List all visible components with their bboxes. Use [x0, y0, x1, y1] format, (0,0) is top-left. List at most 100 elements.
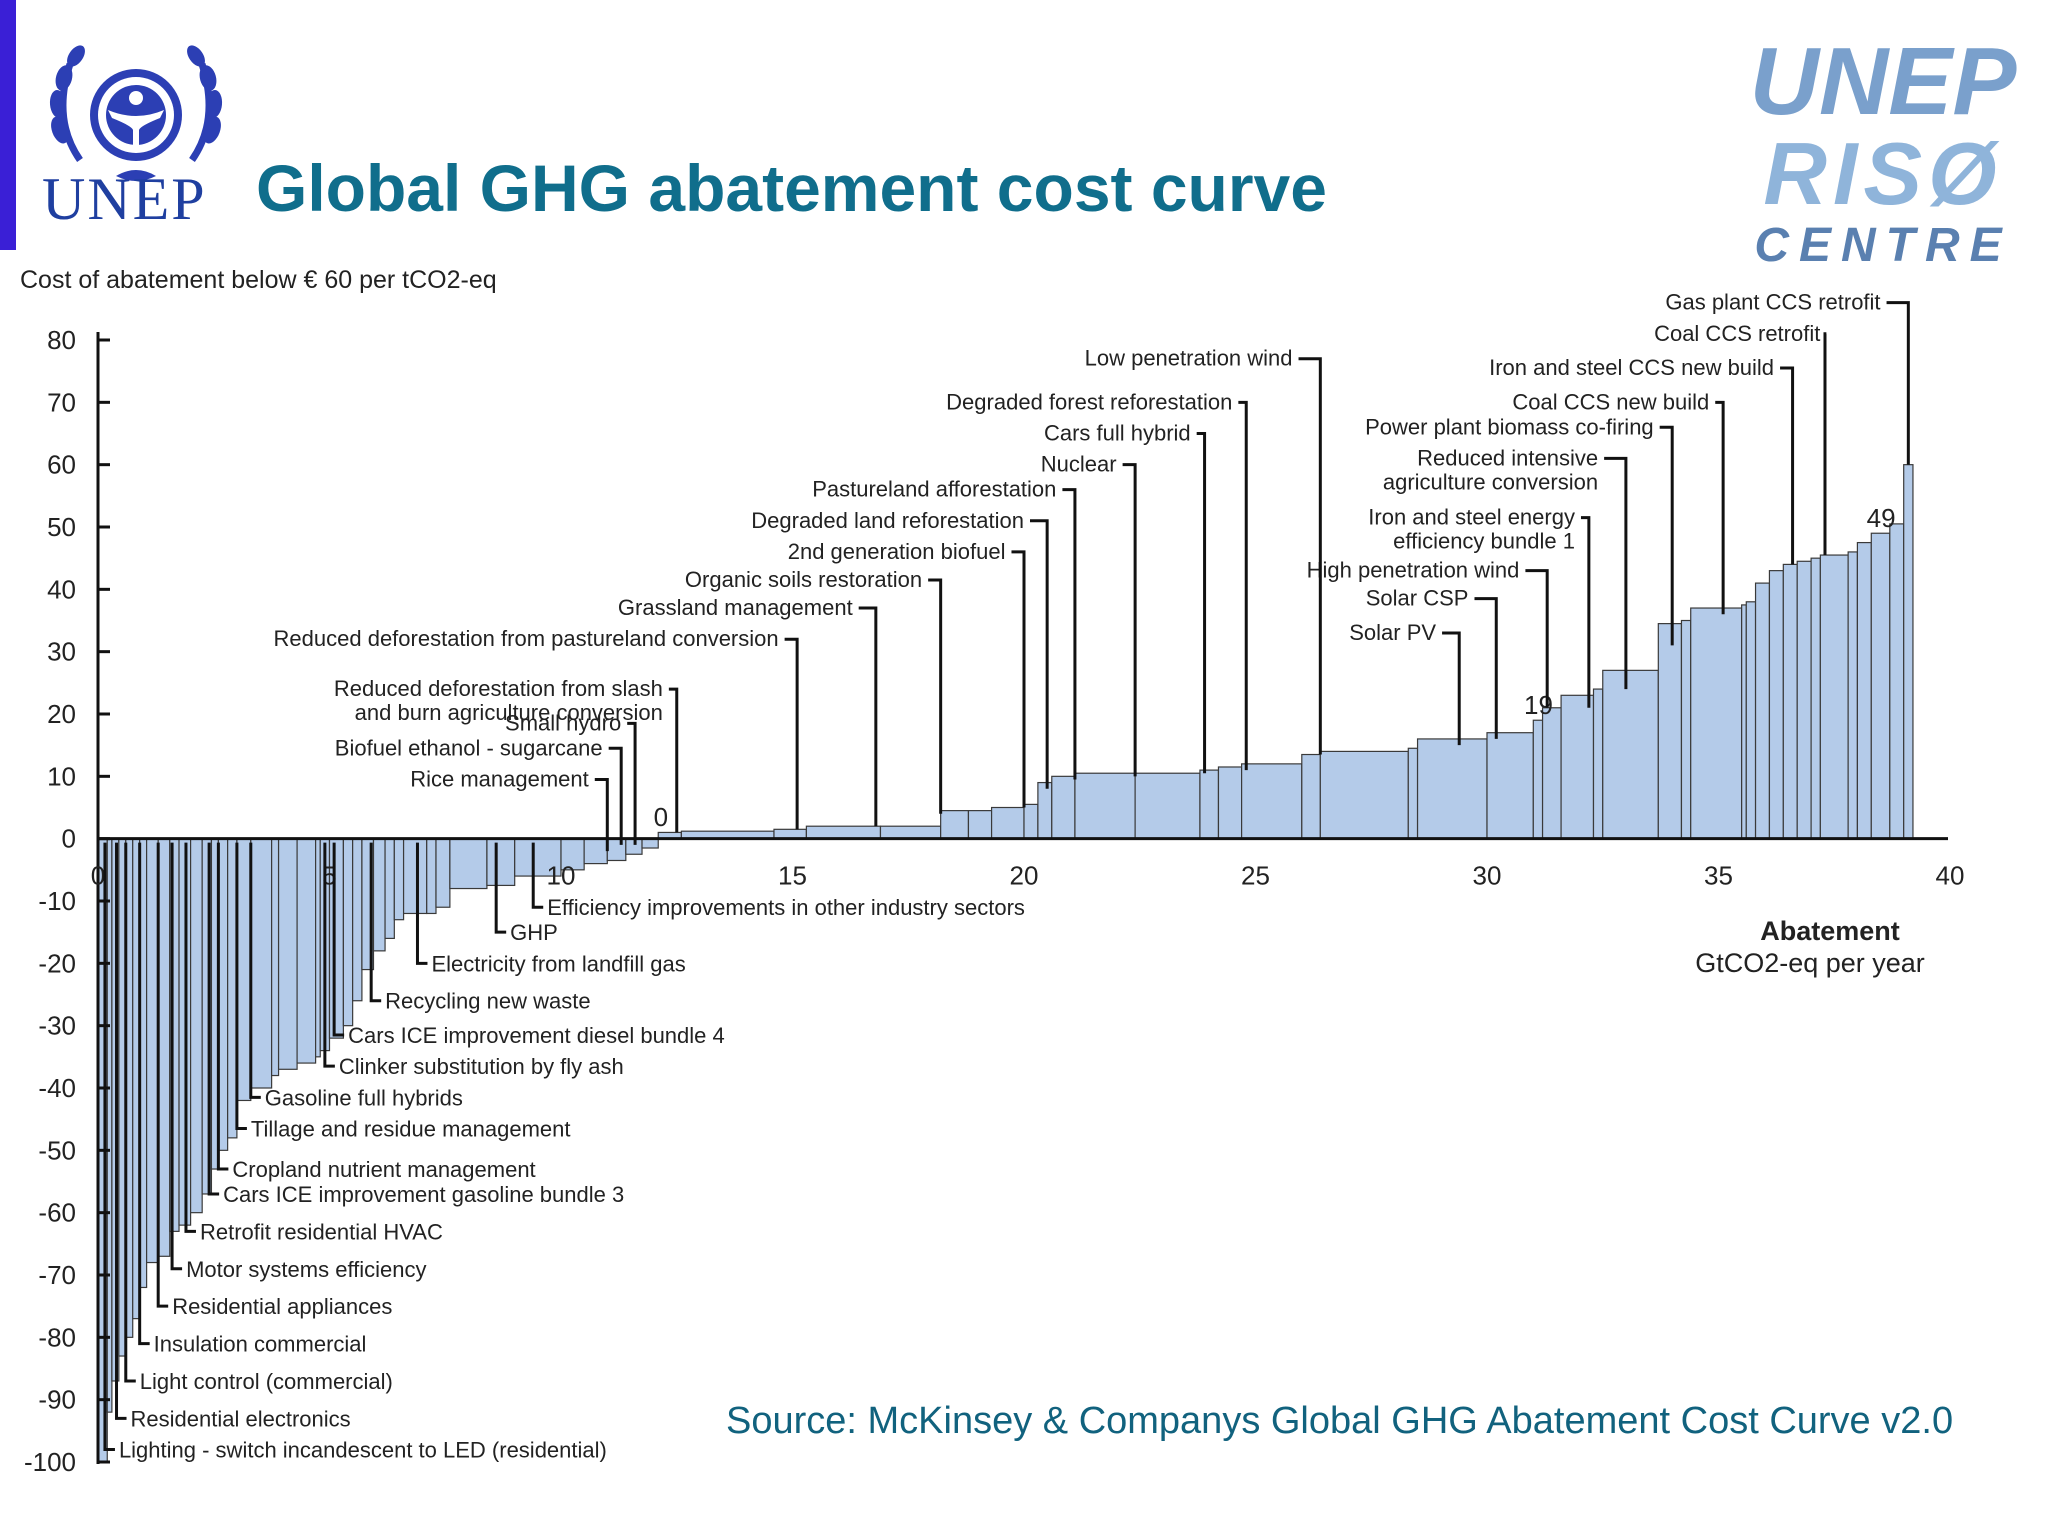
bar-34 — [486, 838, 516, 887]
bar-80 — [1870, 532, 1891, 840]
unep-emblem-icon — [49, 45, 223, 181]
y-axis-title: Cost of abatement below € 60 per tCO2-eq — [20, 266, 497, 294]
bar-50 — [1037, 781, 1053, 840]
annotation-label-below-4: Cars ICE improvement diesel bundle 4 — [348, 1023, 725, 1048]
leader-line-above-12 — [1196, 432, 1207, 774]
y-tick-label-0: 80 — [47, 325, 76, 355]
bar-44 — [805, 825, 882, 840]
bar-19 — [277, 838, 298, 1070]
bar-38 — [606, 838, 627, 862]
y-tick-label-13: -50 — [38, 1135, 76, 1165]
leader-line-above-18 — [858, 606, 878, 827]
annotation-label-above-12: Cars full hybrid — [1044, 421, 1191, 446]
bar-1 — [106, 838, 113, 1413]
bar-57 — [1301, 753, 1321, 840]
annotation-label-above-19: Reduced deforestation from pastureland c… — [274, 626, 779, 651]
y-tick-label-11: -30 — [38, 1011, 76, 1041]
annotation-label-above-17: Organic soils restoration — [685, 567, 922, 592]
page-title: Global GHG abatement cost curve — [256, 151, 1327, 225]
value-mark-0: 0 — [654, 802, 668, 832]
bar-18 — [271, 838, 280, 1077]
y-tick-label-4: 40 — [47, 574, 76, 604]
y-tick-label-7: 10 — [47, 761, 76, 791]
bar-54 — [1199, 769, 1220, 840]
leader-line-above-3 — [1715, 400, 1725, 615]
accent-bar — [0, 0, 16, 250]
bar-63 — [1541, 707, 1562, 840]
annotation-label-above-3: Coal CCS new build — [1512, 389, 1709, 414]
y-tick-label-8: 0 — [62, 824, 76, 854]
y-tick-label-5: 30 — [47, 637, 76, 667]
leader-line-below-3 — [369, 842, 382, 1003]
annotation-label-below-14: Light control (commercial) — [140, 1369, 393, 1394]
bar-79 — [1856, 541, 1872, 840]
bar-62 — [1532, 719, 1544, 840]
bar-58 — [1319, 750, 1409, 840]
annotation-label-above-16: 2nd generation biofuel — [788, 539, 1006, 564]
bar-77 — [1819, 554, 1849, 840]
leader-line-above-4 — [1659, 425, 1674, 646]
annotation-label-below-7: Tillage and residue management — [251, 1117, 571, 1142]
annotation-label-above-20-line2: and burn agriculture conversion — [355, 700, 663, 725]
annotation-label-above-11: Degraded forest reforestation — [946, 389, 1232, 414]
bar-66 — [1602, 669, 1659, 840]
x-tick-label-4: 20 — [1010, 861, 1039, 891]
bar-60 — [1416, 738, 1488, 840]
annotation-label-above-4: Power plant biomass co-firing — [1365, 414, 1654, 439]
bar-75 — [1796, 560, 1812, 840]
leader-line-below-15 — [115, 842, 127, 1420]
annotation-label-above-15: Degraded land reforestation — [751, 508, 1024, 533]
annotation-label-below-9: Cars ICE improvement gasoline bundle 3 — [223, 1182, 624, 1207]
annotation-label-above-21: Small hydro — [505, 710, 621, 735]
x-axis-title-line2: GtCO2-eq per year — [1695, 948, 1925, 978]
bar-30 — [402, 838, 428, 915]
bar-8 — [157, 838, 171, 1257]
bar-81 — [1889, 523, 1905, 840]
annotation-label-below-1: GHP — [510, 920, 558, 945]
leader-line-below-16 — [103, 842, 115, 1452]
bar-67 — [1657, 623, 1683, 840]
annotation-label-above-22: Biofuel ethanol - sugarcane — [335, 735, 603, 760]
bar-37 — [583, 838, 608, 865]
bar-82 — [1903, 464, 1914, 840]
annotation-label-below-13: Insulation commercial — [154, 1332, 367, 1357]
bar-28 — [384, 838, 395, 940]
annotation-label-below-10: Retrofit residential HVAC — [200, 1219, 443, 1244]
bar-65 — [1592, 688, 1604, 840]
value-mark-2: 49 — [1867, 503, 1896, 533]
leader-line-below-2 — [415, 842, 428, 965]
bar-53 — [1134, 772, 1201, 840]
leader-line-above-14 — [1062, 488, 1077, 780]
bar-24 — [342, 838, 354, 1027]
annotation-label-above-0: Gas plant CCS retrofit — [1665, 290, 1880, 315]
annotation-label-above-13: Nuclear — [1041, 452, 1117, 477]
leader-line-above-8 — [1474, 597, 1498, 739]
y-tick-label-9: -10 — [38, 886, 76, 916]
annotation-label-above-14: Pastureland afforestation — [812, 477, 1056, 502]
bar-74 — [1782, 563, 1798, 840]
bar-61 — [1486, 732, 1534, 840]
bar-45 — [879, 825, 942, 840]
leader-line-above-20 — [668, 687, 679, 833]
bar-56 — [1241, 763, 1303, 840]
bar-59 — [1407, 747, 1419, 840]
leader-line-above-1 — [1823, 332, 1827, 556]
bar-33 — [449, 838, 488, 890]
leader-line-above-6 — [1580, 516, 1591, 708]
leader-line-above-23 — [594, 777, 609, 852]
leader-line-below-11 — [170, 842, 183, 1271]
partner-logo-line1: UNEP — [1749, 28, 2017, 135]
source-note: Source: McKinsey & Companys Global GHG A… — [726, 1400, 1954, 1442]
bar-76 — [1810, 557, 1821, 840]
annotation-label-above-10: Low penetration wind — [1085, 346, 1293, 371]
leader-line-above-22 — [608, 746, 623, 845]
leader-line-below-12 — [156, 842, 169, 1308]
bar-78 — [1847, 551, 1859, 840]
annotation-label-above-6-line2: efficiency bundle 1 — [1393, 529, 1575, 554]
leader-line-above-17 — [928, 578, 943, 814]
bar-17 — [250, 838, 273, 1089]
bar-48 — [990, 806, 1025, 840]
annotation-label-above-20: Reduced deforestation from slash — [334, 676, 663, 701]
annotation-label-above-18: Grassland management — [618, 595, 853, 620]
y-tick-label-16: -80 — [38, 1322, 76, 1352]
